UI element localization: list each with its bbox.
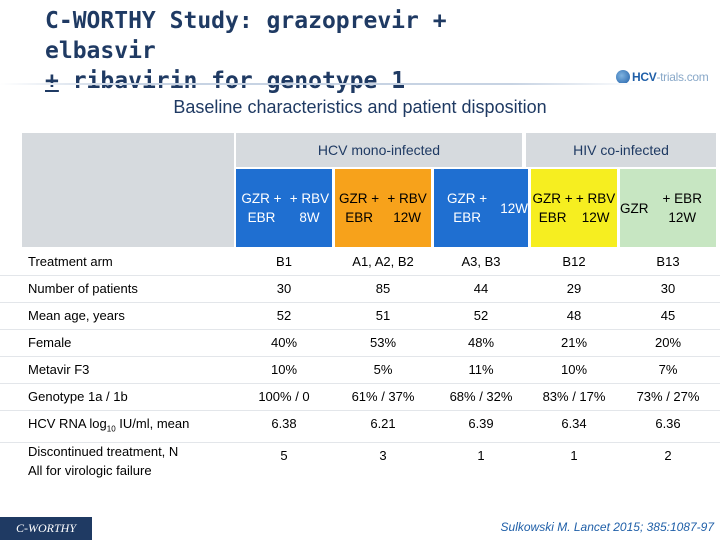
- table-cell: 2: [664, 448, 672, 463]
- row-divider: [0, 356, 720, 357]
- row-divider: [0, 275, 720, 276]
- arm-header-4: GZR + EBR + RBV 12W: [531, 169, 617, 247]
- table-cell: 73% / 27%: [636, 389, 700, 404]
- arm-header-3: GZR + EBR 12W: [434, 169, 528, 247]
- table-cell: B12: [562, 254, 586, 269]
- row-label: Genotype 1a / 1b: [28, 389, 128, 404]
- table-cell: 68% / 32%: [449, 389, 513, 404]
- arm-header-line1: GZR + EBR: [241, 191, 282, 225]
- table-cell: 10%: [560, 362, 588, 377]
- table-cell: B13: [656, 254, 680, 269]
- header-corner: [22, 133, 234, 247]
- row-label: Metavir F3: [28, 362, 90, 377]
- page-title: C-WORTHY Study: grazoprevir + elbasvir +…: [45, 6, 565, 96]
- row-label: Number of patients: [28, 281, 138, 296]
- table-cell: 48%: [467, 335, 495, 350]
- table-cell: 100% / 0: [258, 389, 310, 404]
- logo-suffix: -trials.com: [656, 70, 709, 84]
- arm-header-1: GZR + EBR + RBV 8W: [236, 169, 332, 247]
- row-label-subscript: 10: [106, 424, 116, 434]
- row-divider: [0, 442, 720, 443]
- table-cell: A3, B3: [461, 254, 501, 269]
- table-cell: B1: [276, 254, 292, 269]
- row-divider: [0, 302, 720, 303]
- logo-globe-icon: [616, 70, 630, 84]
- table-cell: 61% / 37%: [351, 389, 415, 404]
- slide-subtitle: Baseline characteristics and patient dis…: [173, 97, 547, 117]
- table-cell: 21%: [560, 335, 588, 350]
- table-cell: 29: [566, 281, 582, 296]
- title-line1: C-WORTHY Study: grazoprevir + elbasvir: [45, 8, 447, 64]
- arm-header-line2: + EBR 12W: [662, 191, 702, 225]
- table-cell: 1: [570, 448, 578, 463]
- row-label-text: All for virologic failure: [28, 463, 152, 478]
- table-cell: 44: [473, 281, 489, 296]
- table-cell: 51: [375, 308, 391, 323]
- row-label-text: IU/ml, mean: [115, 416, 190, 431]
- citation: Sulkowski M. Lancet 2015; 385:1087-97: [500, 520, 714, 534]
- arm-header-line1: GZR + EBR: [447, 191, 488, 225]
- table-cell: 6.36: [655, 416, 681, 431]
- table-cell: 48: [566, 308, 582, 323]
- table-cell: 85: [375, 281, 391, 296]
- table-cell: 7%: [658, 362, 678, 377]
- arm-header-line1: GZR + EBR: [532, 191, 573, 225]
- title-line2: + ribavirin for genotype 1: [45, 66, 565, 96]
- row-label: Mean age, years: [28, 308, 125, 323]
- study-badge: C-WORTHY: [0, 517, 92, 540]
- arm-header-line2: + RBV 12W: [575, 191, 616, 225]
- row-divider: [0, 383, 720, 384]
- table-cell: 5: [280, 448, 288, 463]
- table-cell: 30: [660, 281, 676, 296]
- row-divider: [0, 410, 720, 411]
- arm-header-line2: 12W: [500, 200, 528, 216]
- table-cell: 3: [379, 448, 387, 463]
- table-cell: A1, A2, B2: [352, 254, 414, 269]
- title-line2-text: ribavirin for genotype 1: [58, 68, 406, 94]
- row-label-text: HCV RNA log: [28, 416, 107, 431]
- group-header-mono: HCV mono-infected: [317, 142, 441, 158]
- table-cell: 10%: [270, 362, 298, 377]
- table-cell: 6.21: [370, 416, 396, 431]
- title-divider: [0, 83, 640, 85]
- table-cell: 6.38: [271, 416, 297, 431]
- table-cell: 11%: [468, 362, 494, 377]
- table-cell: 6.34: [561, 416, 587, 431]
- row-label: Treatment arm: [28, 254, 113, 269]
- row-label: Female: [28, 335, 72, 350]
- row-label-text: Discontinued treatment, N: [28, 444, 179, 459]
- table-cell: 45: [660, 308, 676, 323]
- table-cell: 5%: [373, 362, 393, 377]
- table-cell: 6.39: [468, 416, 494, 431]
- table-cell: 52: [276, 308, 292, 323]
- row-label: HCV RNA log10 IU/ml, mean: [28, 416, 189, 434]
- table-cell: 20%: [654, 335, 682, 350]
- header-hiv-bg: [526, 133, 716, 167]
- arm-header-5: GZR + EBR 12W: [620, 169, 716, 247]
- table-cell: 1: [477, 448, 485, 463]
- arm-header-line2: + RBV 12W: [387, 191, 427, 225]
- arm-header-line2: + RBV 8W: [289, 191, 330, 225]
- table-cell: 53%: [369, 335, 397, 350]
- arm-header-line1: GZR + EBR: [339, 191, 380, 225]
- table-cell: 40%: [270, 335, 298, 350]
- site-logo: HCV -trials.com: [616, 66, 709, 88]
- arm-header-2: GZR + EBR + RBV 12W: [335, 169, 431, 247]
- row-divider: [0, 329, 720, 330]
- arm-header-line1: GZR: [620, 200, 649, 216]
- table-cell: 52: [473, 308, 489, 323]
- table-cell: 30: [276, 281, 292, 296]
- plus-minus-symbol: +: [45, 68, 59, 94]
- logo-brand: HCV: [632, 70, 657, 84]
- table-cell: 83% / 17%: [542, 389, 606, 404]
- row-label: Discontinued treatment, N All for virolog…: [28, 442, 178, 480]
- header-mono-bg: [236, 133, 522, 167]
- group-header-hiv: HIV co-infected: [573, 142, 669, 158]
